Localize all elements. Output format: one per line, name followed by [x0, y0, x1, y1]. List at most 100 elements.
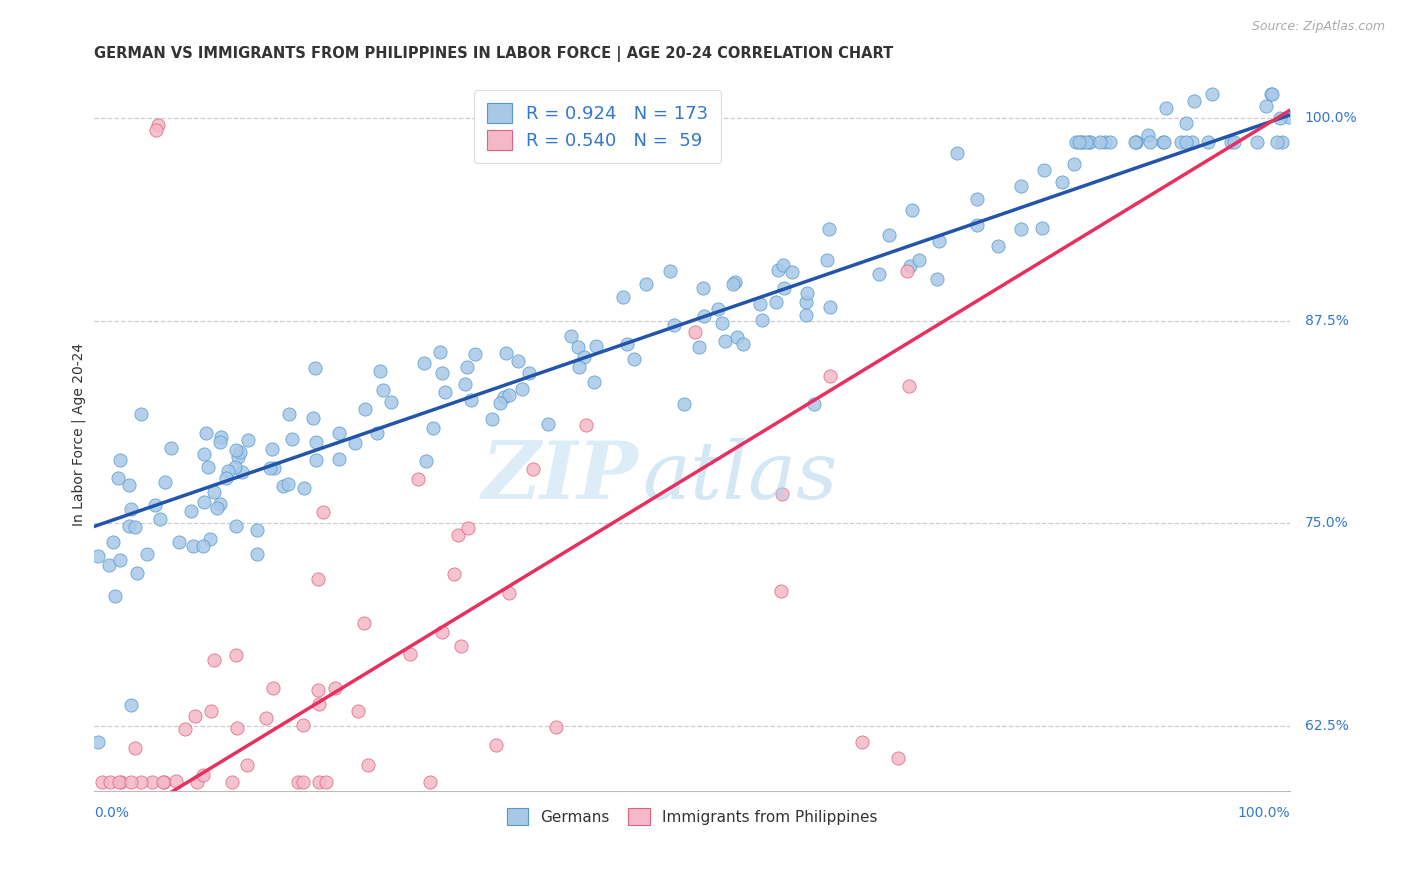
Point — [110, 553, 132, 567]
Point — [236, 433, 259, 447]
Point — [277, 407, 299, 421]
Point — [153, 775, 176, 789]
Point — [721, 277, 744, 291]
Point — [1174, 116, 1197, 130]
Point — [946, 146, 969, 161]
Point — [228, 445, 250, 459]
Point — [307, 572, 329, 586]
Point — [560, 329, 582, 343]
Point — [575, 418, 598, 433]
Point — [129, 407, 152, 421]
Point — [907, 252, 929, 267]
Point — [966, 218, 988, 232]
Y-axis label: In Labor Force | Age 20-24: In Labor Force | Age 20-24 — [72, 343, 86, 525]
Point — [751, 313, 773, 327]
Point — [193, 447, 215, 461]
Point — [1078, 136, 1101, 150]
Point — [120, 502, 142, 516]
Point — [585, 339, 607, 353]
Point — [489, 396, 512, 410]
Point — [262, 681, 284, 695]
Point — [366, 425, 388, 440]
Point — [1125, 136, 1147, 150]
Point — [347, 704, 370, 718]
Point — [583, 375, 606, 389]
Point — [723, 276, 745, 290]
Point — [1031, 221, 1053, 235]
Point — [817, 221, 839, 235]
Point — [225, 443, 247, 458]
Point — [693, 309, 716, 323]
Point — [328, 425, 350, 440]
Point — [224, 459, 246, 474]
Point — [292, 481, 315, 495]
Point — [165, 773, 187, 788]
Point — [305, 453, 328, 467]
Point — [1139, 136, 1161, 150]
Point — [685, 325, 707, 339]
Point — [1197, 136, 1219, 150]
Point — [1032, 163, 1054, 178]
Point — [796, 285, 818, 300]
Point — [344, 435, 367, 450]
Point — [782, 265, 804, 279]
Point — [456, 359, 478, 374]
Point — [422, 420, 444, 434]
Point — [1088, 136, 1111, 150]
Point — [432, 625, 454, 640]
Point — [246, 523, 269, 537]
Text: GERMAN VS IMMIGRANTS FROM PHILIPPINES IN LABOR FORCE | AGE 20-24 CORRELATION CHA: GERMAN VS IMMIGRANTS FROM PHILIPPINES IN… — [94, 46, 893, 62]
Point — [308, 775, 330, 789]
Point — [692, 281, 714, 295]
Point — [209, 435, 232, 450]
Point — [259, 461, 281, 475]
Point — [1078, 136, 1101, 150]
Point — [443, 567, 465, 582]
Point — [1220, 136, 1243, 150]
Point — [432, 366, 454, 380]
Point — [770, 487, 793, 501]
Point — [1175, 136, 1198, 150]
Point — [149, 512, 172, 526]
Point — [1152, 136, 1174, 150]
Point — [136, 548, 159, 562]
Point — [120, 698, 142, 712]
Point — [623, 351, 645, 366]
Point — [193, 495, 215, 509]
Legend: Germans, Immigrants from Philippines: Germans, Immigrants from Philippines — [498, 799, 887, 834]
Point — [125, 566, 148, 581]
Point — [1067, 136, 1090, 150]
Point — [1182, 94, 1205, 108]
Point — [966, 192, 988, 206]
Point — [118, 478, 141, 492]
Point — [688, 341, 710, 355]
Point — [152, 775, 174, 789]
Text: 100.0%: 100.0% — [1305, 112, 1357, 125]
Point — [328, 452, 350, 467]
Point — [200, 532, 222, 546]
Point — [225, 519, 247, 533]
Point — [191, 768, 214, 782]
Point — [1260, 87, 1282, 101]
Point — [167, 535, 190, 549]
Point — [446, 527, 468, 541]
Point — [104, 589, 127, 603]
Point — [1268, 111, 1291, 125]
Point — [225, 721, 247, 735]
Point — [522, 462, 544, 476]
Point — [195, 425, 218, 440]
Point — [450, 639, 472, 653]
Point — [108, 775, 131, 789]
Point — [1154, 101, 1177, 115]
Point — [659, 263, 682, 277]
Point — [153, 475, 176, 489]
Point — [124, 519, 146, 533]
Point — [492, 390, 515, 404]
Point — [217, 464, 239, 478]
Point — [1050, 175, 1073, 189]
Point — [246, 547, 269, 561]
Point — [354, 402, 377, 417]
Point — [291, 718, 314, 732]
Point — [454, 377, 477, 392]
Point — [413, 356, 436, 370]
